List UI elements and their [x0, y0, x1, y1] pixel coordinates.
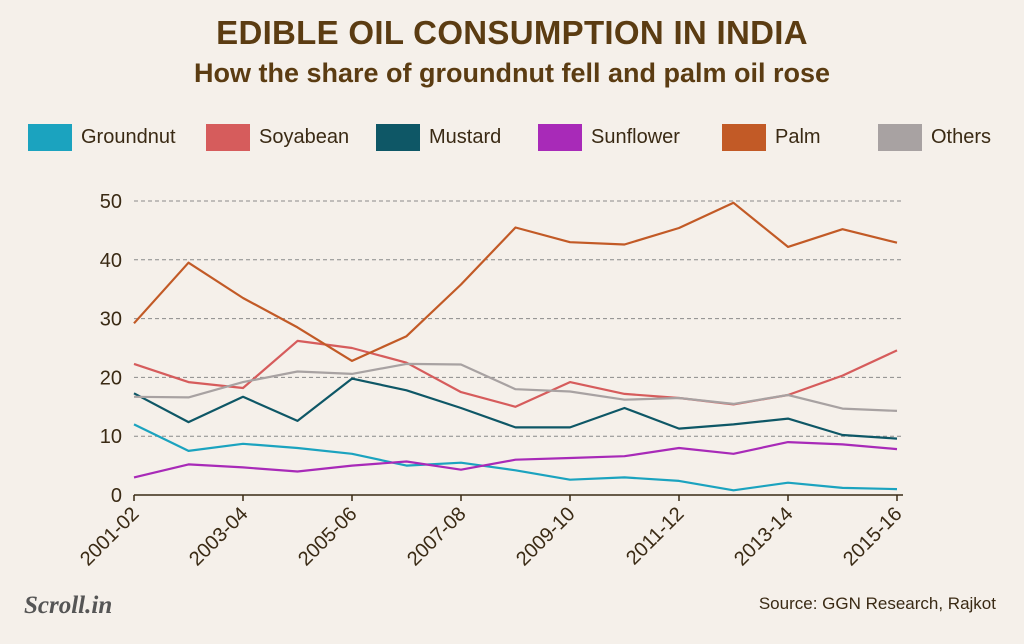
source-note: Source: GGN Research, Rajkot: [758, 594, 996, 613]
legend-item-palm: Palm: [722, 120, 821, 154]
x-tick-label: 2005-06: [294, 503, 361, 570]
series-line-mustard: [133, 377, 898, 440]
x-tick-label: 2009-10: [512, 503, 579, 570]
legend-item-sunflower: Sunflower: [538, 120, 680, 154]
legend-swatch-sunflower: [538, 123, 582, 151]
legend-item-mustard: Mustard: [376, 120, 501, 154]
legend-swatch-mustard: [376, 123, 420, 151]
y-tick-label: 50: [100, 191, 122, 213]
chart-subtitle: How the share of groundnut fell and palm…: [193, 58, 831, 88]
series-line-palm: [133, 201, 898, 362]
legend-label-sunflower: Sunflower: [591, 125, 680, 148]
series-line-groundnut: [133, 423, 898, 492]
legend-item-others: Others: [878, 120, 991, 154]
legend-label-palm: Palm: [775, 125, 821, 148]
legend-swatch-groundnut: [28, 123, 72, 151]
legend-label-mustard: Mustard: [429, 125, 502, 148]
chart-legend: Groundnut Soyabean Mustard Sunflower Pal…: [0, 120, 1024, 154]
x-tick-label: 2007-08: [403, 503, 470, 570]
x-tick-label: 2001-02: [76, 503, 143, 570]
x-tick-label: 2003-04: [185, 503, 252, 570]
legend-label-groundnut: Groundnut: [81, 125, 176, 148]
y-tick-label: 20: [100, 367, 122, 389]
x-tick-label: 2015-16: [839, 503, 906, 570]
legend-item-soyabean: Soyabean: [206, 120, 349, 154]
legend-item-groundnut: Groundnut: [28, 120, 176, 154]
y-tick-label: 0: [111, 485, 122, 507]
series-line-others: [133, 362, 898, 412]
brand-logo: Scroll.in: [24, 592, 113, 619]
x-tick-label: 2013-14: [730, 503, 797, 570]
legend-label-others: Others: [931, 125, 992, 148]
y-tick-label: 10: [100, 426, 122, 448]
y-tick-label: 30: [100, 309, 122, 331]
legend-swatch-palm: [722, 123, 766, 151]
legend-swatch-soyabean: [206, 123, 250, 151]
chart-title: EDIBLE OIL CONSUMPTION IN INDIA: [216, 14, 808, 51]
line-chart: 0 10 20 30 40 50 2001-02 2003-04 2005-06 2007-08 2…: [76, 191, 906, 570]
legend-label-soyabean: Soyabean: [259, 125, 350, 148]
series-line-sunflower: [133, 441, 898, 479]
x-tick-label: 2011-12: [622, 503, 688, 569]
y-tick-label: 40: [100, 250, 122, 272]
legend-swatch-others: [878, 123, 922, 151]
